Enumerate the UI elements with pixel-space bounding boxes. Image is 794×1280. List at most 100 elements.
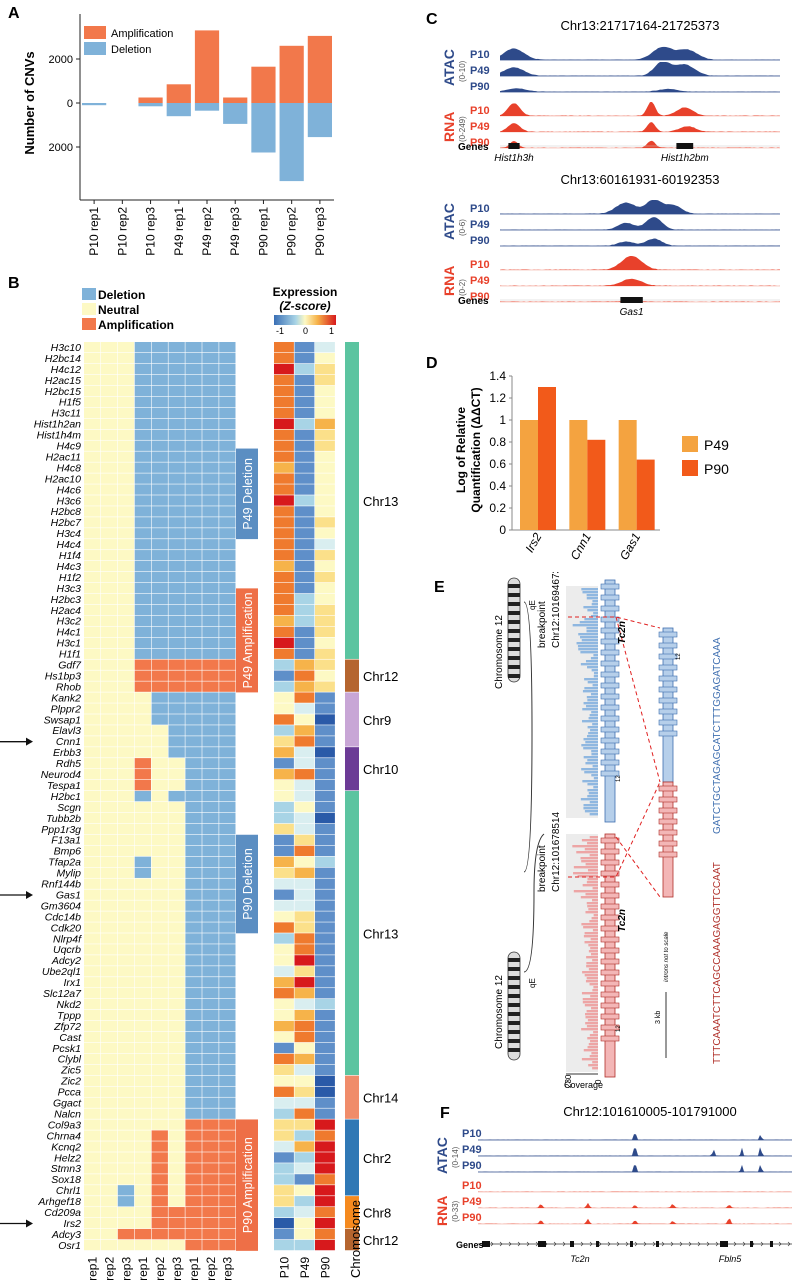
cnv-cell [219,988,236,999]
cnv-cell [117,769,135,780]
gene-name: Hist1h3h [494,153,534,164]
gene-structure [604,579,616,823]
cnv-cell [185,670,202,681]
expression-cell [274,1097,294,1108]
cnv-cell [185,429,202,440]
expression-cell [274,528,294,539]
cnv-cell [134,1009,151,1021]
cnv-cell [219,659,236,670]
cnv-cell [117,473,135,484]
expression-cell [294,550,315,561]
cnv-cell [202,473,219,484]
expression-cell [294,714,315,725]
expression-cell [315,1239,335,1251]
cnv-cell [151,396,168,408]
cnv-cell [151,517,168,528]
cnv-cell [100,1207,118,1218]
expression-cell [294,1218,315,1229]
cnv-cell [219,1053,236,1065]
cnv-cell [185,988,202,999]
cnv-cell [185,1042,202,1054]
exon-label-bottom: 12 [616,1025,622,1032]
cnv-cell [117,593,135,605]
expression-cell [294,1053,315,1065]
cnv-cell [100,462,118,473]
coverage-bar-top [586,594,598,597]
cnv-cell [168,692,185,703]
coverage-bar-top [589,714,598,717]
cnv-cell [185,637,202,648]
gene-name: Gas1 [620,307,644,318]
cnv-cell [84,900,101,911]
cnv-cell [185,1097,202,1108]
strand-mark [733,1241,737,1247]
exon [600,671,620,678]
coverage-bar-bottom [592,959,598,962]
gene-structure [662,627,674,783]
expression-cell [274,900,294,911]
coverage-bar-top [583,606,598,609]
cnv-cell [84,867,101,878]
cnv-cell [168,1053,185,1065]
cnv-cell [84,363,101,375]
expression-cell [315,1228,335,1240]
strand-mark [778,1241,782,1247]
cnv-cell [117,604,135,616]
cnv-cell [100,1097,118,1108]
cnv-cell [151,528,168,539]
cnv-cell [134,692,151,703]
cnv-cell [134,352,151,364]
cnv-cell [100,407,118,419]
cnv-cell [202,933,219,944]
cnv-cell [84,966,101,977]
cnv-cell [202,977,219,988]
cnv-cell [219,911,236,922]
cnv-cell [134,604,151,616]
expression-cell [274,1075,294,1086]
gene-label: H1f2 [59,572,81,584]
cnv-cell [219,1042,236,1054]
coverage-bar-top [582,780,598,783]
gene-label: Tppp [57,1010,81,1022]
cnv-cell [117,1239,135,1251]
rna-sample-label: P10 [462,1180,482,1192]
cnv-cell [117,385,135,397]
cnv-cell [100,528,118,539]
chromosome-label: Chr2 [363,1151,391,1166]
bar-amplification [307,35,332,103]
cnv-cell [151,648,168,659]
cnv-cell [185,1009,202,1021]
coverage-bar-bottom [584,941,598,944]
cnv-cell [134,374,151,386]
cnv-cell [84,1042,101,1054]
cnv-cell [100,1239,118,1251]
cnv-cell [202,451,219,462]
strand-mark [706,1241,710,1247]
cnv-cell [151,1185,168,1196]
cnv-cell [202,571,219,583]
coverage-bar-top [586,597,598,600]
cnv-cell [117,1174,135,1185]
rna-sample-label: P49 [462,1196,482,1208]
exon [600,627,620,634]
cnv-cell [117,352,135,364]
cnv-cell [168,550,185,561]
cnv-cell [168,342,185,353]
expression-cell [274,889,294,900]
cnv-cell [100,385,118,397]
cnv-cell [168,1228,185,1240]
cnv-cell [151,637,168,648]
coverage-bar-top [593,654,598,657]
cnv-cell [151,878,168,889]
cnv-cell [219,867,236,878]
cnv-cell [151,506,168,517]
cnv-cell [100,1108,118,1119]
cnv-cell [151,626,168,638]
coverage-bar-top [582,591,598,594]
strand-mark [697,1241,701,1247]
cnv-cell [84,604,101,616]
expression-cell [315,517,335,528]
cnv-cell [134,648,151,659]
cnv-cell [134,1086,151,1097]
